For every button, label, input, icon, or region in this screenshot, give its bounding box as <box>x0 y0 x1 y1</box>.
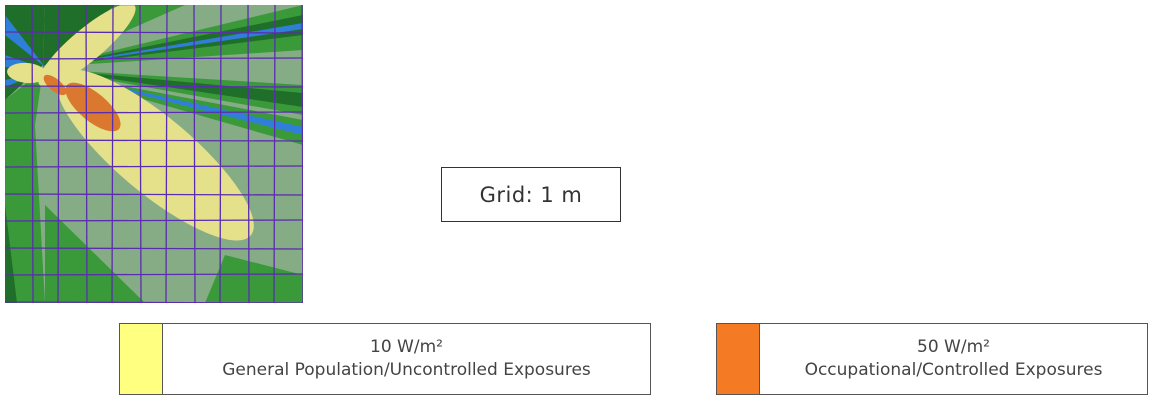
legend-label: General Population/Uncontrolled Exposure… <box>222 360 591 380</box>
yellow-lobe-left <box>7 62 47 84</box>
grid-line-vertical <box>273 5 276 303</box>
light-green-region-bottom <box>45 205 145 303</box>
grid-line-horizontal <box>5 165 303 168</box>
blue-ray-left-top <box>5 15 45 67</box>
dark-green-ray-upper <box>45 15 303 67</box>
grid-lines <box>5 5 303 303</box>
grid-line-horizontal <box>5 85 303 88</box>
grid-line-horizontal <box>5 273 303 276</box>
yellow-lobe-upper <box>38 5 136 87</box>
dark-green-region-bottom-left <box>5 205 17 303</box>
grid-line-horizontal <box>5 57 303 60</box>
orange-lobe-main <box>65 82 121 132</box>
light-green-ray-upper <box>45 5 303 67</box>
legend-value: 10 W/m² <box>370 337 443 357</box>
grid-line-horizontal <box>5 247 303 250</box>
dark-green-ray-middle <box>45 69 303 107</box>
legend-swatch-yellow <box>120 324 163 394</box>
grid-line-vertical <box>219 5 222 303</box>
grid-line-horizontal <box>5 31 303 34</box>
grid-line-horizontal <box>5 111 303 114</box>
grid-line-vertical <box>57 5 60 303</box>
legend-occupational: 50 W/m² Occupational/Controlled Exposure… <box>716 323 1148 395</box>
grid-line-horizontal <box>5 219 303 222</box>
grid-line-vertical <box>111 5 114 303</box>
light-green-region-left-bottom <box>5 70 45 303</box>
legend-swatch-orange <box>717 324 760 394</box>
legend-value: 50 W/m² <box>917 337 990 357</box>
grid-line-vertical <box>165 5 168 303</box>
legend-label: Occupational/Controlled Exposures <box>804 360 1103 380</box>
grid-line-horizontal <box>5 193 303 196</box>
orange-lobe-small <box>43 74 67 96</box>
grid-line-vertical <box>31 5 34 303</box>
legend-general-population: 10 W/m² General Population/Uncontrolled … <box>119 323 651 395</box>
grid-scale-label: Grid: 1 m <box>441 167 621 222</box>
grid-line-vertical <box>193 5 196 303</box>
grid-line-horizontal <box>5 301 303 303</box>
exposure-contour-plot <box>5 5 303 303</box>
grid-line-vertical <box>247 5 250 303</box>
grid-line-horizontal <box>5 139 303 142</box>
grid-line-vertical <box>139 5 142 303</box>
blue-ray-upper <box>45 23 303 67</box>
grid-line-vertical <box>85 5 88 303</box>
light-green-region-bottom-right <box>205 255 303 303</box>
grid-line-vertical <box>301 5 303 303</box>
